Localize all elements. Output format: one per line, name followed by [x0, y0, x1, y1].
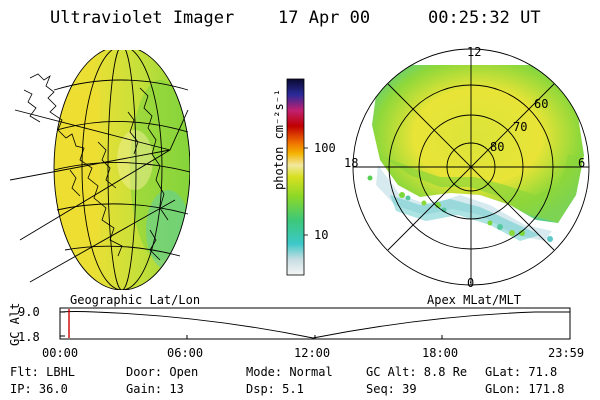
time-tick-0600: 06:00: [167, 346, 204, 360]
mlat-label-80: 80: [490, 140, 505, 154]
gain-readout: Gain: 13: [126, 382, 184, 396]
gc-alt-readout: GC Alt: 8.8 Re: [366, 365, 468, 379]
glon-readout: GLon: 171.8: [485, 382, 565, 396]
orbit-altitude-timeline: [59, 307, 571, 340]
mlat-label-60: 60: [534, 97, 549, 111]
geographic-globe-image: [10, 50, 190, 290]
glat-readout: GLat: 71.8: [485, 365, 558, 379]
colorbar-tick-10: 10: [314, 228, 329, 242]
gc-alt-tick-low: 1.8: [18, 330, 40, 344]
gc-alt-tick-high: 9.0: [18, 305, 40, 319]
polar-mlt-plot: [352, 48, 590, 286]
door-readout: Door: Open: [126, 365, 199, 379]
colorbar-tick-100: 100: [314, 141, 336, 155]
time-tick-0000: 00:00: [42, 346, 79, 360]
time-tick-1200: 12:00: [294, 346, 331, 360]
mlt-label-18: 18: [344, 156, 359, 170]
mlt-label-6: 6: [578, 156, 586, 170]
filter-readout: Flt: LBHL: [10, 365, 76, 379]
colorbar-unit-label: photon cm⁻²s⁻¹: [272, 88, 286, 190]
intensity-colorbar: [286, 78, 308, 276]
ip-readout: IP: 36.0: [10, 382, 68, 396]
mlt-label-0: 0: [467, 276, 475, 290]
dsp-readout: Dsp: 5.1: [246, 382, 304, 396]
observation-time: 00:25:32 UT: [428, 8, 541, 28]
time-tick-2359: 23:59: [548, 346, 585, 360]
mlt-label-12: 12: [467, 45, 482, 59]
seq-readout: Seq: 39: [366, 382, 417, 396]
apex-coord-label: Apex MLat/MLT: [427, 293, 521, 307]
observation-date: 17 Apr 00: [278, 8, 371, 28]
mode-readout: Mode: Normal: [246, 365, 333, 379]
instrument-title: Ultraviolet Imager: [50, 8, 235, 28]
mlat-label-70: 70: [513, 120, 528, 134]
time-tick-1800: 18:00: [422, 346, 459, 360]
geographic-coord-label: Geographic Lat/Lon: [70, 293, 201, 307]
